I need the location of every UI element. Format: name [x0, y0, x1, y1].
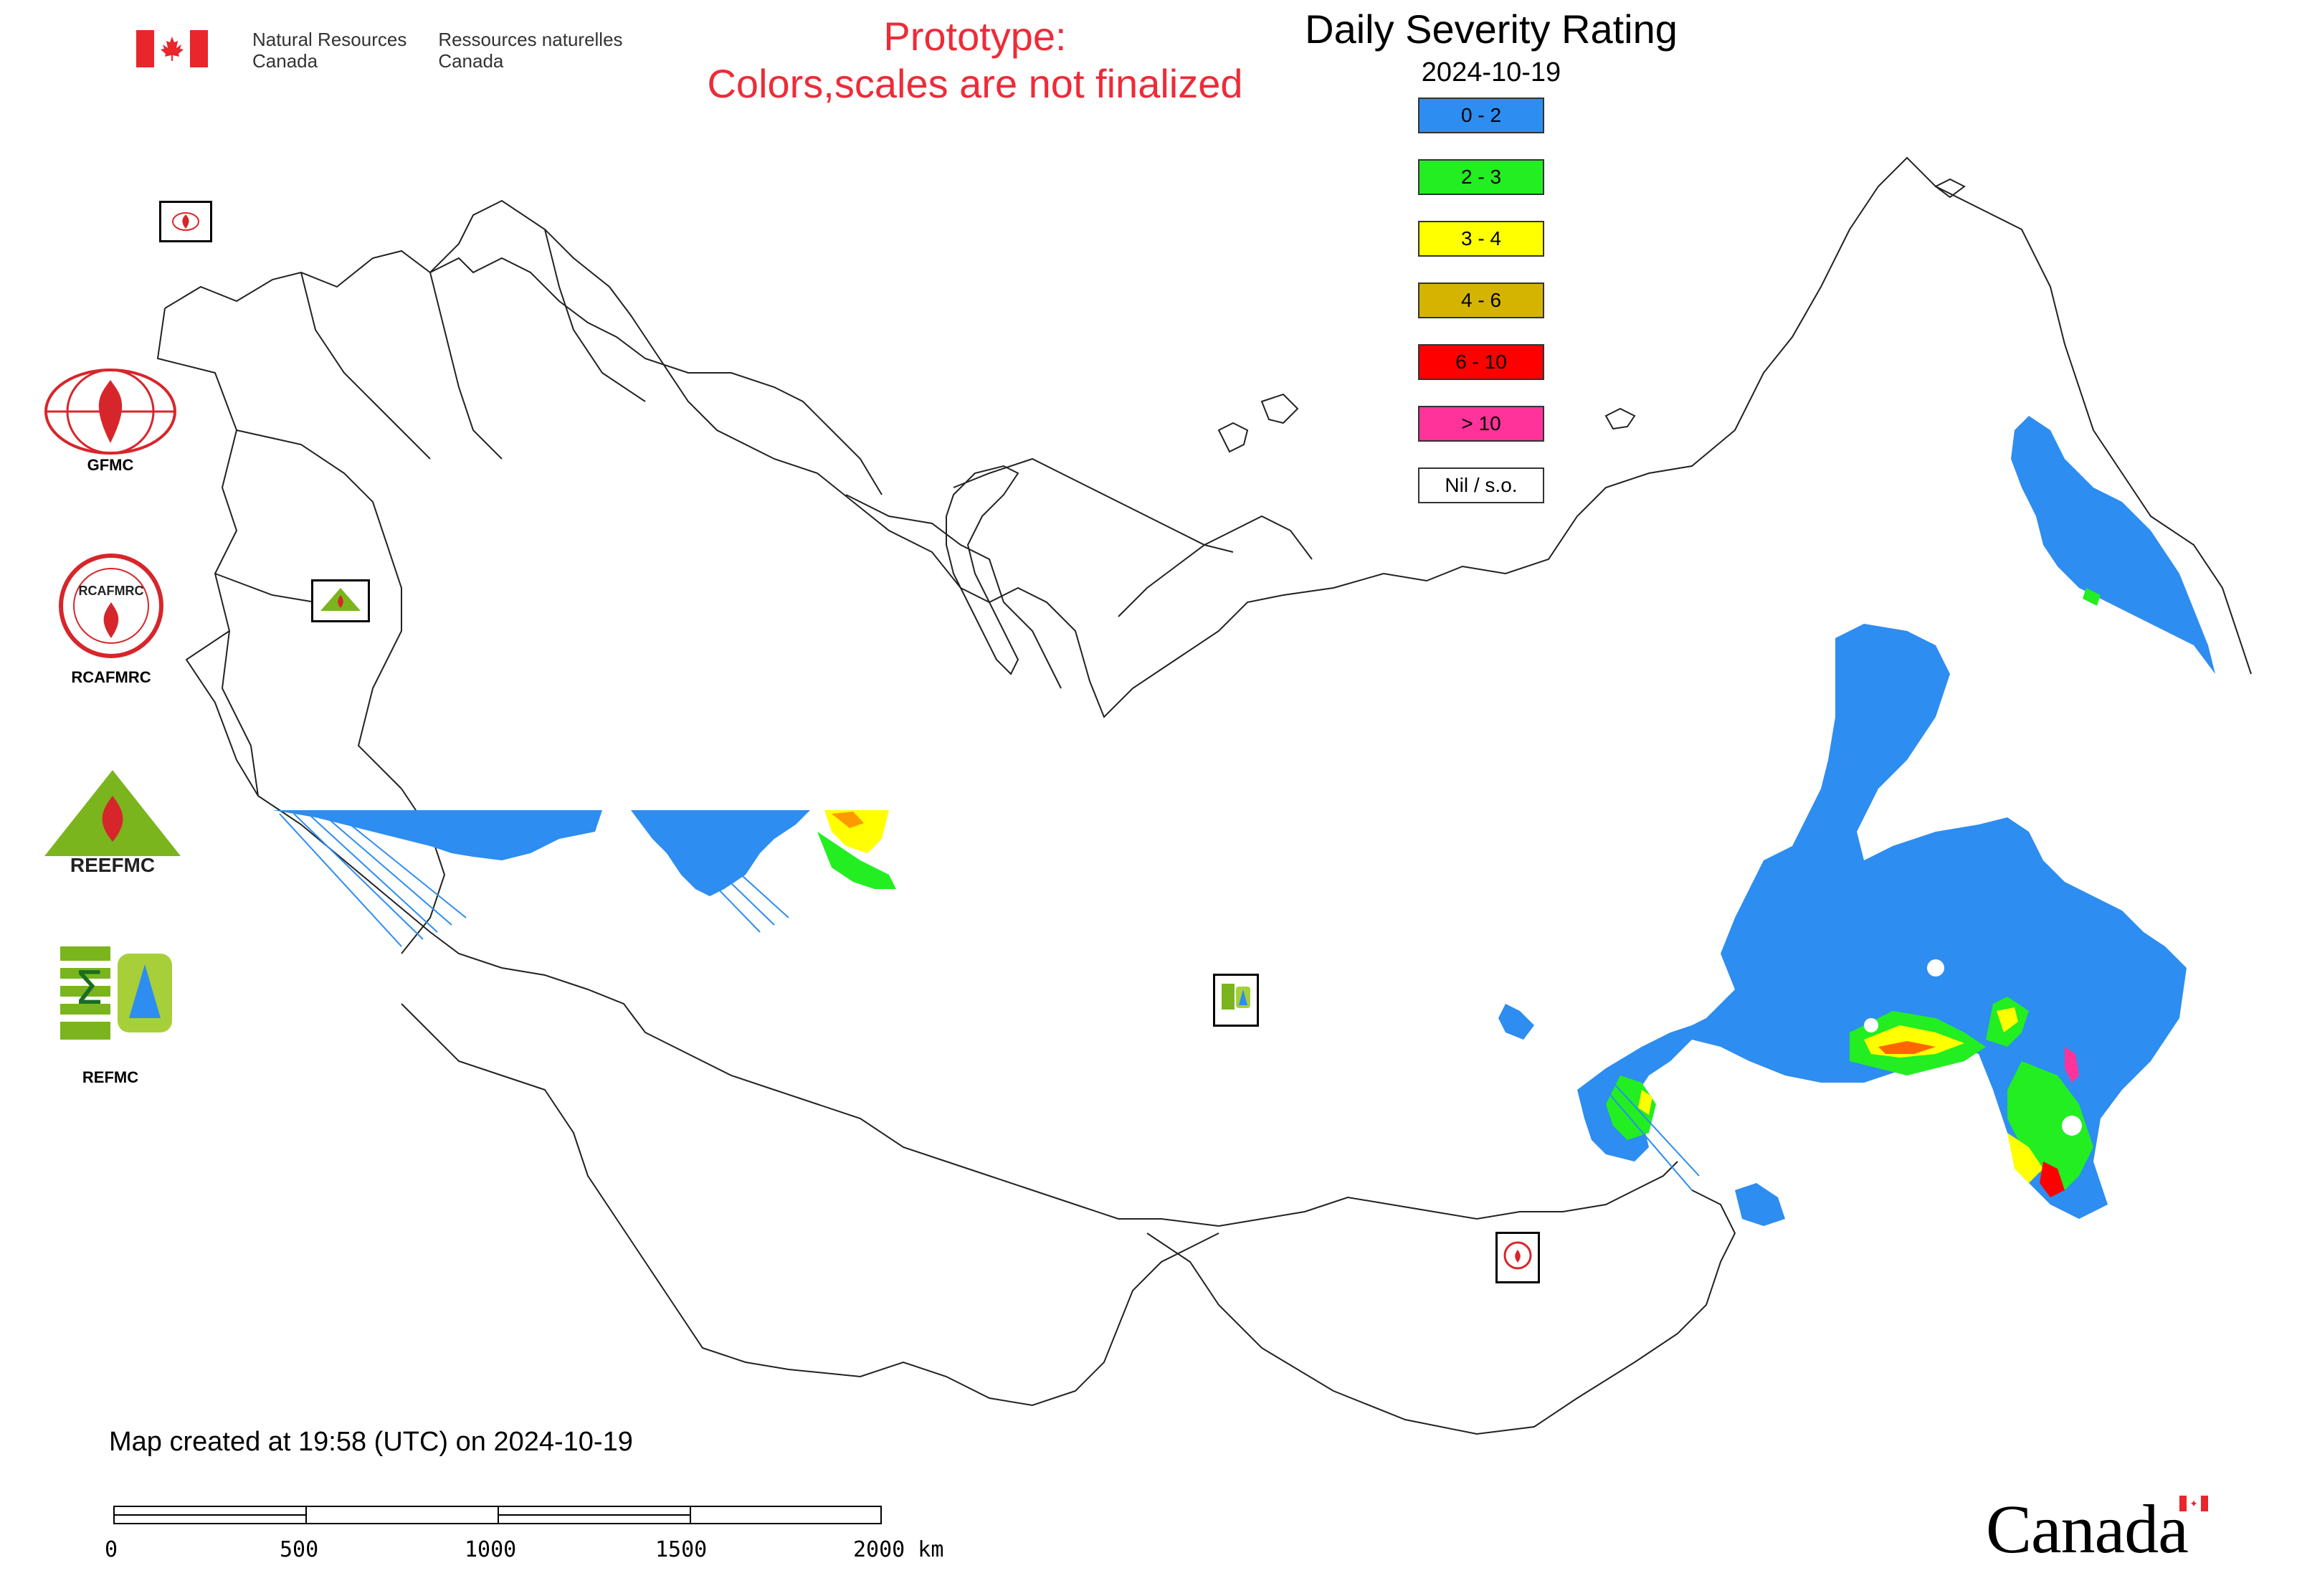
reefmc-map-marker	[311, 579, 370, 622]
government-header: Natural Resources Canada Ressources natu…	[136, 29, 623, 72]
new-siberian-islands	[1604, 407, 1636, 430]
canada-flag-icon	[136, 30, 208, 67]
fire-band-yellow-2	[1997, 1007, 2018, 1032]
svg-text:REEFMC: REEFMC	[70, 854, 155, 875]
scale-label-1500: 1500	[655, 1537, 708, 1562]
legend-item-0-2: 0 - 2	[1418, 98, 1544, 133]
svg-text:Σ: Σ	[75, 962, 103, 1015]
map-created-timestamp: Map created at 19:58 (UTC) on 2024-10-19	[109, 1427, 633, 1457]
refmc-label: REFMC	[82, 1068, 139, 1086]
gfmc-logo	[42, 366, 179, 457]
central-siberia-green	[817, 832, 896, 889]
primorye-pink	[2065, 1047, 2079, 1083]
far-east-main-fill	[1577, 624, 2187, 1219]
primorye-yellow	[2007, 1133, 2043, 1183]
mongolia-border	[1146, 1189, 1736, 1435]
legend: 0 - 2 2 - 3 3 - 4 4 - 6 6 - 10 > 10 Nil …	[1418, 98, 1544, 529]
scale-label-1000: 1000	[465, 1537, 517, 1562]
kamchatka-green-patch	[2083, 588, 2101, 606]
wrangel-island	[1934, 178, 1966, 199]
reefmc-logo: REEFMC	[37, 767, 188, 875]
svg-text:RCAFMRC: RCAFMRC	[79, 584, 144, 598]
western-borders	[156, 308, 402, 797]
legend-date: 2024-10-19	[1421, 57, 1561, 87]
amur-yellow	[1638, 1090, 1652, 1115]
kamchatka-fill	[2011, 416, 2215, 674]
northern-coast	[845, 494, 1313, 689]
canada-wordmark: Canada	[1986, 1491, 2189, 1567]
scale-label-500: 500	[280, 1537, 319, 1562]
legend-item-2-3: 2 - 3	[1418, 159, 1544, 195]
wordmark-flag-icon: ✦	[2179, 1496, 2208, 1511]
refmc-logo: Σ	[60, 946, 172, 1040]
prototype-notice: Prototype: Colors,scales are not finaliz…	[707, 14, 1243, 106]
refmc-map-marker	[1213, 974, 1259, 1027]
lakes	[1693, 959, 2082, 1136]
central-siberia-orange	[832, 812, 864, 828]
central-patch	[1498, 1004, 1534, 1040]
rcafmrc-label: RCAFMRC	[71, 668, 151, 686]
primorye-red	[2040, 1162, 2065, 1197]
fire-band-red-1	[1878, 1041, 1936, 1054]
country-borders	[156, 156, 2252, 1435]
rcafmrc-logo: RCAFMRC	[57, 552, 165, 660]
interior-borders	[300, 229, 646, 954]
gfmc-small-logo	[159, 201, 212, 242]
taymyr-coast	[953, 457, 1234, 553]
legend-item-nil: Nil / s.o.	[1418, 467, 1544, 503]
novaya-zemlya	[946, 465, 1019, 675]
legend-item-6-10: 6 - 10	[1418, 344, 1544, 380]
scale-label-2000: 2000 km	[853, 1537, 944, 1562]
sakhalin-fill	[1735, 1183, 1785, 1226]
scale-label-0: 0	[105, 1537, 118, 1562]
kazakhstan-border	[401, 1003, 1219, 1407]
primorye-green	[2007, 1061, 2093, 1190]
legend-item-3-4: 3 - 4	[1418, 221, 1544, 257]
coast-north	[429, 257, 883, 495]
data-streaks	[279, 813, 1700, 1191]
central-siberia-band	[631, 810, 810, 896]
legend-item-4-6: 4 - 6	[1418, 282, 1544, 318]
gfmc-label: GFMC	[87, 456, 134, 474]
west-siberia-band	[272, 810, 602, 860]
org-name-french: Ressources naturelles Canada	[438, 29, 623, 72]
severity-fills	[272, 416, 2215, 1226]
legend-item-over-10: > 10	[1418, 406, 1544, 442]
arctic-islands	[946, 178, 1966, 675]
rcafmrc-map-marker	[1495, 1232, 1540, 1283]
southern-border	[257, 795, 1678, 1227]
severnaya-zemlya	[1217, 393, 1299, 453]
legend-title: Daily Severity Rating	[1305, 6, 1678, 52]
region-outline	[164, 156, 2252, 718]
org-name-english: Natural Resources Canada	[252, 29, 407, 72]
scale-bar	[113, 1506, 882, 1524]
